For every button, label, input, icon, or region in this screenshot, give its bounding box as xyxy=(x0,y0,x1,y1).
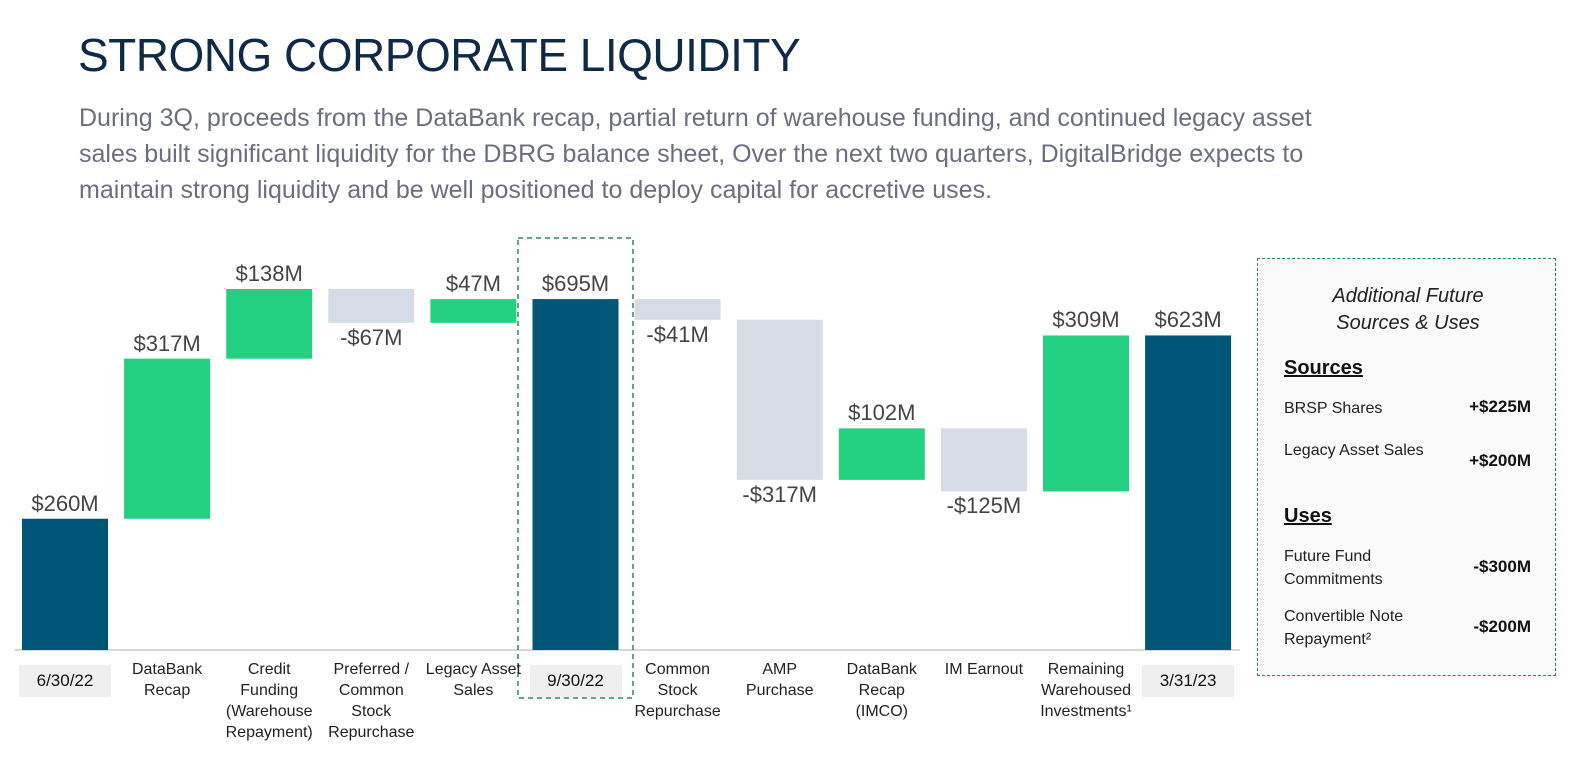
category-label: 9/30/22 xyxy=(529,665,622,697)
category-label: DataBank Recap xyxy=(131,661,203,699)
side-panel: Additional Future Sources & Uses Sources B… xyxy=(1257,258,1556,676)
value-label: $47M xyxy=(445,271,501,297)
category-label: Common Stock Repurchase xyxy=(634,661,721,720)
value-label: -$317M xyxy=(742,481,817,507)
category-label: Preferred / Common Stock Repurchase xyxy=(328,661,415,741)
value-label: $102M xyxy=(848,400,916,426)
section-heading: Sources xyxy=(1284,357,1363,379)
category-label: Remaining Warehoused Investments¹ xyxy=(1040,661,1132,720)
bar xyxy=(634,299,721,320)
item-value: -$200M xyxy=(1473,617,1531,636)
bar xyxy=(430,299,517,323)
item-value: -$300M xyxy=(1473,557,1531,576)
bar xyxy=(124,358,211,519)
category-label: 3/31/23 xyxy=(1142,665,1235,697)
bar xyxy=(22,518,108,650)
subtitle-line: sales built significant liquidity for th… xyxy=(79,140,1304,168)
item-value: +$225M xyxy=(1469,397,1531,416)
subtitle-line: During 3Q, proceeds from the DataBank re… xyxy=(79,104,1312,132)
category-label: Credit Funding (Warehouse Repayment) xyxy=(225,661,313,741)
category-label: IM Earnout xyxy=(944,661,1024,678)
category-label: Legacy Asset Sales xyxy=(425,661,521,699)
category-label: 6/30/22 xyxy=(19,665,111,697)
value-label: $695M xyxy=(541,271,610,297)
category-label: DataBank Recap (IMCO) xyxy=(846,661,917,720)
value-label: $309M xyxy=(1052,307,1120,333)
item-label: Future Fund Commitments xyxy=(1284,548,1383,588)
value-label: -$41M xyxy=(646,321,709,347)
value-label: $317M xyxy=(133,330,201,356)
item-value: +$200M xyxy=(1469,451,1531,470)
section-heading: Uses xyxy=(1284,505,1332,527)
bar xyxy=(736,319,823,480)
value-label: $138M xyxy=(235,261,303,286)
highlight-box xyxy=(517,237,634,699)
subtitle-line: maintain strong liquidity and be well po… xyxy=(79,176,993,204)
panel-title: Additional Future Sources & Uses xyxy=(1332,285,1484,334)
bar xyxy=(532,299,619,650)
value-label: -$125M xyxy=(946,493,1022,519)
value-label: $260M xyxy=(31,490,99,516)
bar xyxy=(838,428,925,480)
bar xyxy=(940,428,1027,492)
bar xyxy=(226,289,313,359)
category-label: AMP Purchase xyxy=(745,661,814,699)
bar xyxy=(1145,335,1232,650)
item-label: BRSP Shares xyxy=(1284,400,1383,417)
bar xyxy=(328,289,415,323)
title: STRONG CORPORATE LIQUIDITY xyxy=(78,29,801,81)
item-label: Convertible Note Repayment² xyxy=(1284,608,1404,648)
bar xyxy=(1043,335,1129,492)
value-label: $623M xyxy=(1154,307,1222,333)
value-label: -$67M xyxy=(340,324,403,350)
item-label: Legacy Asset Sales xyxy=(1284,442,1424,459)
